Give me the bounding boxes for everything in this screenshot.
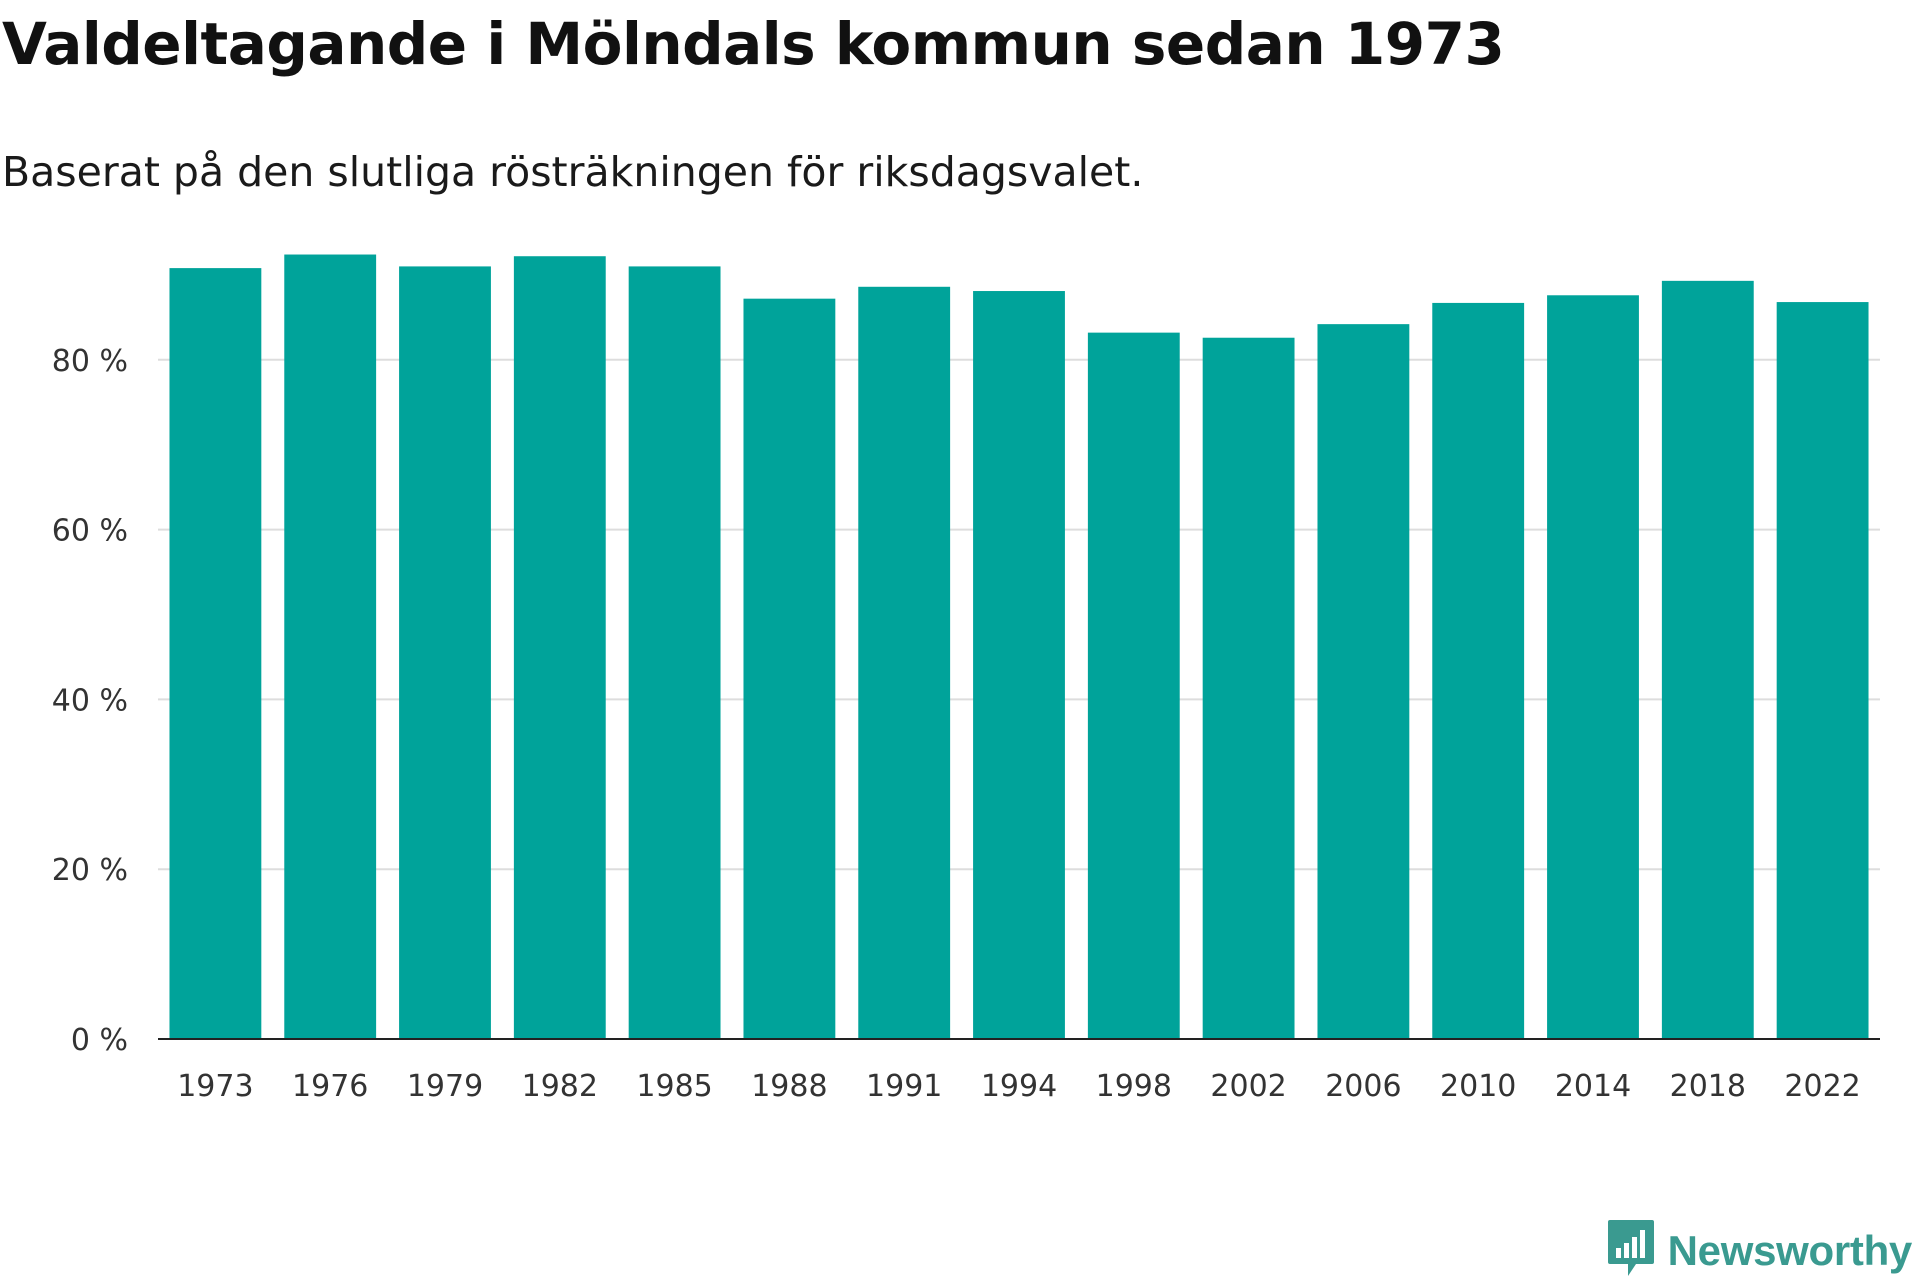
x-tick-label: 1998 bbox=[1096, 1069, 1172, 1104]
newsworthy-logo-icon bbox=[1606, 1218, 1656, 1284]
bar-1982[interactable] bbox=[513, 256, 606, 1039]
bars bbox=[169, 254, 1869, 1040]
bar-1976[interactable] bbox=[284, 254, 377, 1040]
x-tick-label: 2006 bbox=[1325, 1069, 1401, 1104]
y-tick-label: 80 % bbox=[52, 344, 128, 379]
bar-2002[interactable] bbox=[1202, 337, 1295, 1039]
x-tick-label: 1982 bbox=[522, 1069, 598, 1104]
y-tick-label: 20 % bbox=[52, 853, 128, 888]
x-tick-label: 2022 bbox=[1784, 1069, 1860, 1104]
x-tick-label: 1985 bbox=[636, 1069, 712, 1104]
x-tick-label: 2018 bbox=[1670, 1069, 1746, 1104]
y-tick-label: 0 % bbox=[71, 1023, 128, 1058]
x-tick-label: 2002 bbox=[1210, 1069, 1286, 1104]
bar-1994[interactable] bbox=[973, 291, 1065, 1039]
brand: Newsworthy bbox=[1606, 1220, 1912, 1282]
chart-title: Valdeltagande i Mölndals kommun sedan 19… bbox=[2, 10, 1505, 78]
bar-chart: 0 % 20 % 40 % 60 % 80 % 1973 1976 1979 1982 1985… bbox=[52, 254, 1880, 1104]
x-tick-label: 1979 bbox=[407, 1069, 483, 1104]
x-tick-label: 2010 bbox=[1440, 1069, 1516, 1104]
x-tick-label: 2014 bbox=[1555, 1069, 1631, 1104]
bar-2022[interactable] bbox=[1776, 302, 1869, 1039]
x-tick-label: 1991 bbox=[866, 1069, 942, 1104]
bar-1988[interactable] bbox=[743, 298, 836, 1039]
brand-name: Newsworthy bbox=[1667, 1227, 1913, 1274]
x-tick-label: 1976 bbox=[292, 1069, 368, 1104]
y-tick-label: 60 % bbox=[52, 514, 128, 549]
bar-1973[interactable] bbox=[169, 268, 262, 1039]
bar-1991[interactable] bbox=[858, 286, 951, 1039]
x-tick-label: 1973 bbox=[177, 1069, 253, 1104]
x-tick-label: 1994 bbox=[981, 1069, 1057, 1104]
bar-2014[interactable] bbox=[1547, 295, 1639, 1039]
bar-1979[interactable] bbox=[399, 266, 491, 1039]
x-tick-label: 1988 bbox=[751, 1069, 827, 1104]
y-tick-label: 40 % bbox=[52, 683, 128, 718]
x-axis-tick-labels: 1973 1976 1979 1982 1985 1988 1991 1994 1998 2002… bbox=[177, 1069, 1861, 1104]
bar-1998[interactable] bbox=[1087, 332, 1180, 1040]
bar-2018[interactable] bbox=[1661, 280, 1754, 1039]
y-axis-tick-labels: 0 % 20 % 40 % 60 % 80 % bbox=[52, 344, 128, 1058]
bar-2006[interactable] bbox=[1317, 324, 1410, 1040]
chart-subtitle: Baserat på den slutliga rösträkningen fö… bbox=[2, 148, 1144, 196]
bar-1985[interactable] bbox=[628, 266, 721, 1039]
bar-2010[interactable] bbox=[1432, 302, 1525, 1039]
